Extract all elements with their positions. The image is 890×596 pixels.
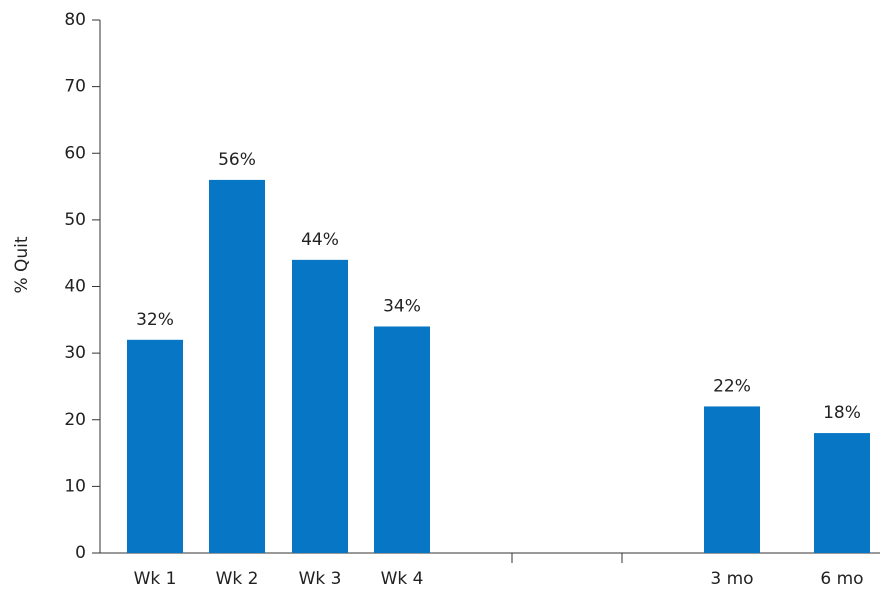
data-label: 22% (713, 376, 751, 396)
y-tick-label: 10 (64, 476, 86, 496)
y-axis-label: % Quit (12, 236, 32, 293)
y-tick-label: 0 (75, 543, 86, 563)
bar (292, 259, 348, 553)
data-label: 18% (823, 403, 861, 423)
data-label: 44% (301, 230, 339, 250)
bar (704, 406, 760, 553)
x-tick-label: 6 mo (820, 569, 863, 589)
y-tick-label: 40 (64, 277, 86, 297)
y-tick-label: 80 (64, 10, 86, 30)
x-tick-label: Wk 4 (381, 569, 424, 589)
x-tick-label: Wk 1 (134, 569, 177, 589)
x-tick-label: Wk 2 (216, 569, 259, 589)
y-tick-label: 70 (64, 77, 86, 97)
data-label: 56% (218, 150, 256, 170)
x-tick-label: 3 mo (710, 569, 753, 589)
y-tick-label: 50 (64, 210, 86, 230)
x-tick-label: Wk 3 (299, 569, 342, 589)
bar (127, 339, 183, 553)
y-tick-label: 30 (64, 343, 86, 363)
y-tick-label: 20 (64, 410, 86, 430)
bar (209, 179, 265, 553)
y-tick-label: 60 (64, 143, 86, 163)
data-label: 32% (136, 310, 174, 330)
bar (374, 326, 430, 553)
bar (814, 433, 870, 553)
data-label: 34% (383, 296, 421, 316)
